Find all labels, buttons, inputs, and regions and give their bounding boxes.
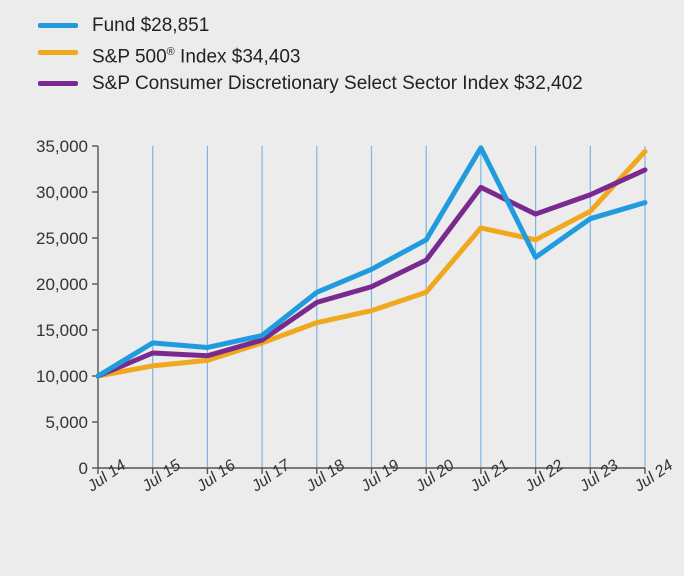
legend-swatch bbox=[38, 50, 78, 55]
plot-area: 0 5,000 10,000 15,000 20,000 25,000 30,000 35,0… bbox=[30, 138, 665, 538]
svg-text:Jul 23: Jul 23 bbox=[576, 457, 622, 496]
svg-text:15,000: 15,000 bbox=[36, 321, 88, 340]
svg-text:25,000: 25,000 bbox=[36, 229, 88, 248]
svg-text:Jul 22: Jul 22 bbox=[521, 457, 567, 496]
svg-text:0: 0 bbox=[79, 459, 88, 478]
chart-svg: 0 5,000 10,000 15,000 20,000 25,000 30,000 35,0… bbox=[30, 138, 665, 538]
legend-item: S&P 500® Index $34,403 bbox=[38, 41, 654, 68]
svg-text:Jul 16: Jul 16 bbox=[193, 457, 239, 496]
growth-chart: Fund $28,851 S&P 500® Index $34,403 S&P Co… bbox=[0, 0, 684, 576]
svg-text:Jul 18: Jul 18 bbox=[303, 457, 349, 496]
svg-text:5,000: 5,000 bbox=[45, 413, 88, 432]
legend-swatch bbox=[38, 81, 78, 86]
svg-text:20,000: 20,000 bbox=[36, 275, 88, 294]
svg-text:35,000: 35,000 bbox=[36, 137, 88, 156]
legend-label: Fund $28,851 bbox=[92, 14, 209, 37]
svg-text:Jul 21: Jul 21 bbox=[467, 457, 513, 496]
legend-swatch bbox=[38, 23, 78, 28]
legend: Fund $28,851 S&P 500® Index $34,403 S&P Co… bbox=[38, 14, 654, 99]
svg-text:Jul 17: Jul 17 bbox=[248, 456, 294, 496]
legend-label: S&P Consumer Discretionary Select Sector… bbox=[92, 72, 583, 95]
legend-item: Fund $28,851 bbox=[38, 14, 654, 37]
svg-text:Jul 19: Jul 19 bbox=[357, 457, 403, 496]
svg-text:Jul 15: Jul 15 bbox=[138, 457, 184, 496]
svg-text:Jul 24: Jul 24 bbox=[631, 457, 677, 496]
svg-text:30,000: 30,000 bbox=[36, 183, 88, 202]
svg-text:Jul 14: Jul 14 bbox=[84, 457, 130, 496]
legend-item: S&P Consumer Discretionary Select Sector… bbox=[38, 72, 654, 95]
legend-label: S&P 500® Index $34,403 bbox=[92, 41, 300, 68]
svg-text:10,000: 10,000 bbox=[36, 367, 88, 386]
svg-text:Jul 20: Jul 20 bbox=[412, 457, 458, 496]
